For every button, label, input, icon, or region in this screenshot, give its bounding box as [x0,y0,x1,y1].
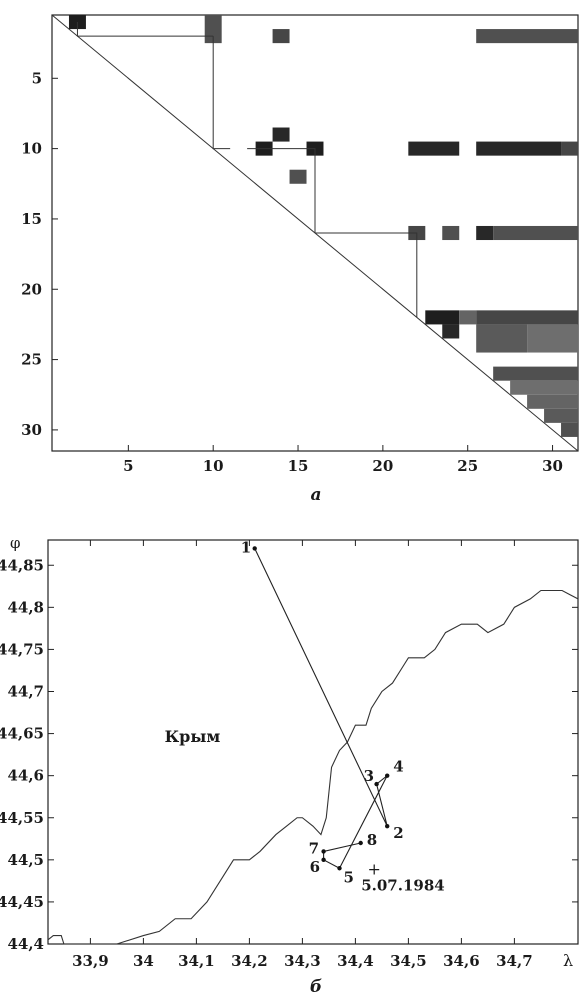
y-axis-label: φ [10,534,21,552]
y-tick-label: 10 [21,140,42,158]
x-tick-label: 33,9 [72,952,109,970]
epicenter-track [254,548,388,869]
y-tick-label: 44,45 [0,893,44,911]
x-tick-label: 34 [133,952,154,970]
x-tick-label: 34,7 [496,952,533,970]
y-tick-label: 44,8 [7,598,44,616]
heatmap-cell [272,127,290,142]
heatmap-cell [272,29,290,44]
track-point [337,866,342,871]
heatmap-cell [493,225,578,241]
track-points: 1 2 3 4 5 67 8 [241,538,404,886]
heatmap-cells [68,15,578,437]
heatmap-x-ticks: 5 10 15 20 25 30 [123,445,563,475]
region-label: Крым [165,727,221,746]
x-axis-label: λ [563,951,573,970]
heatmap-cell [68,15,86,30]
x-tick-label: 34,1 [178,952,215,970]
track-point [385,773,390,778]
map-x-ticks: 33,9 34 34,1 34,2 34,3 34,4 34,5 34,6 34,7 [72,540,533,970]
heatmap-cell [476,29,578,44]
heatmap-cell [510,380,578,395]
track-point-label: 1 [241,538,251,556]
y-tick-label: 44,55 [0,809,44,827]
epicenter-date-label: 5.07.1984 [361,876,445,894]
y-tick-label: 44,6 [7,767,44,785]
y-tick-label: 44,5 [7,851,44,869]
heatmap-cell [527,394,578,409]
track-point-label: 3 [364,767,374,785]
y-tick-label: 15 [21,210,42,228]
panel-a-caption: а [310,485,321,505]
panel-b-caption: б [310,977,322,997]
heatmap-cell [476,225,494,241]
track-point-label: 7 [309,839,319,857]
heatmap-cell [476,324,528,353]
track-point-label: 5 [344,868,354,886]
x-tick-label: 34,4 [337,952,374,970]
heatmap-cell [459,310,477,325]
track-point [321,849,326,854]
x-tick-label: 34,3 [284,952,321,970]
y-tick-label: 25 [21,351,42,369]
track-point [385,823,390,829]
y-tick-label: 44,65 [0,725,44,743]
x-tick-label: 10 [203,457,224,475]
x-tick-label: 34,6 [443,952,480,970]
y-tick-label: 44,7 [7,683,44,701]
y-tick-label: 44,4 [7,935,44,953]
y-tick-label: 44,85 [0,556,44,574]
x-tick-label: 15 [288,457,309,475]
map-y-ticks: 44,4 44,45 44,5 44,55 44,6 44,65 44,7 44,75 44,8… [0,556,578,953]
heatmap-cell [527,324,578,353]
track-point [321,857,326,863]
track-point-label: 6 [310,858,320,876]
y-tick-label: 44,75 [0,640,44,658]
x-tick-label: 20 [372,457,393,475]
cluster-tree-lines [76,22,418,318]
track-point [374,781,379,787]
map-panel: 33,9 34 34,1 34,2 34,3 34,4 34,5 34,6 34,7 44,44… [0,534,579,997]
heatmap-cell [493,366,578,381]
heatmap-cell [442,324,460,339]
x-tick-label: 5 [123,457,133,475]
x-tick-label: 34,5 [390,952,427,970]
track-point-label: 4 [393,758,403,776]
heatmap-cell [425,310,460,325]
tree-line [212,36,231,150]
tree-line [76,22,214,37]
map-frame [47,539,579,945]
tree-line [247,148,316,233]
track-point [252,546,257,551]
tree-line [315,232,418,318]
coastline [47,589,579,945]
epicenter-marker: + [367,859,380,878]
x-tick-label: 30 [542,457,563,475]
heatmap-cell [561,422,578,437]
x-tick-label: 34,2 [231,952,268,970]
heatmap-cell [442,225,460,241]
heatmap-y-ticks: 5 10 15 20 25 30 [21,69,58,439]
heatmap-cell [289,169,307,184]
track-point-label: 2 [393,824,403,842]
heatmap-panel: 5 10 15 20 25 30 5 10 15 20 25 30 а [21,14,579,505]
heatmap-cell [544,408,578,423]
heatmap-cell [561,141,578,156]
heatmap-cell [476,141,562,156]
track-point-label: 8 [367,831,377,849]
track-point [358,840,363,846]
x-tick-label: 25 [457,457,478,475]
y-tick-label: 30 [21,421,42,439]
heatmap-cell [408,141,460,156]
y-tick-label: 20 [21,280,42,298]
y-tick-label: 5 [32,69,42,87]
heatmap-cell [476,310,578,325]
